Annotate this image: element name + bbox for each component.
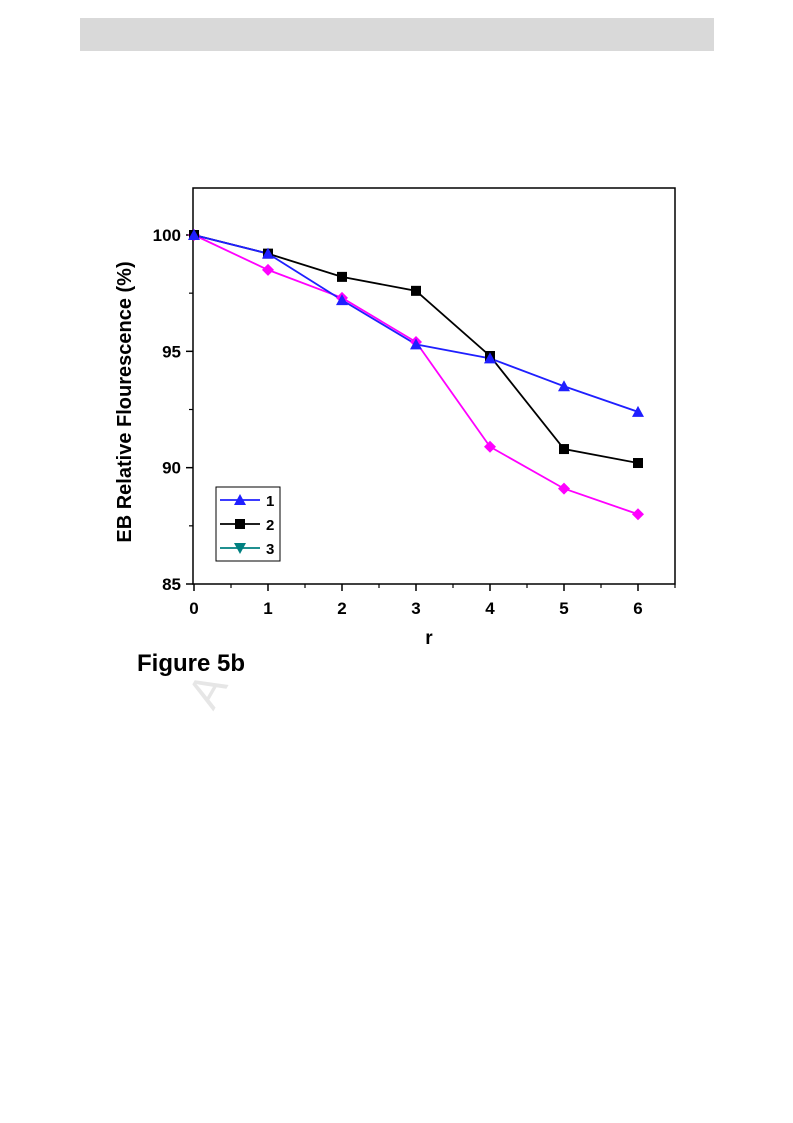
x-tick-label: 5 <box>559 599 568 618</box>
y-tick-label: 90 <box>162 459 181 478</box>
legend-label-2: 2 <box>266 517 274 534</box>
line-chart: 0 1 2 3 4 5 6 85 90 95 100 r EB Relative Flourescenc… <box>114 187 676 649</box>
series-3-line <box>193 234 639 516</box>
legend-marker-2 <box>235 519 245 529</box>
x-tick-label: 0 <box>189 599 198 618</box>
series-1-point <box>632 405 644 417</box>
series-2-point <box>559 444 569 455</box>
series-2-point <box>411 285 421 296</box>
series-3-point <box>558 482 570 495</box>
y-tick-label: 100 <box>153 226 181 245</box>
plot-frame <box>192 187 676 585</box>
legend-label-3: 3 <box>266 541 274 558</box>
series-1-line <box>193 234 639 413</box>
page-header-band <box>80 18 714 51</box>
series-1-point <box>484 352 496 364</box>
x-tick-label: 6 <box>633 599 642 618</box>
x-tick-label: 4 <box>485 599 495 618</box>
series-1-point <box>558 380 570 392</box>
legend-marker-1 <box>234 494 246 505</box>
x-tick-label: 2 <box>337 599 346 618</box>
x-tick-label: 3 <box>411 599 420 618</box>
series-1-point <box>410 338 422 350</box>
x-axis-label: r <box>425 628 433 649</box>
series-1-point <box>336 294 348 306</box>
legend-label-1: 1 <box>266 493 274 510</box>
x-tick-label: 1 <box>263 599 272 618</box>
figure-caption: Figure 5b <box>137 650 246 677</box>
series-3-point <box>484 440 496 453</box>
y-axis-label: EB Relative Flourescence (%) <box>114 261 136 542</box>
series-1-point <box>262 247 274 259</box>
legend-marker-3 <box>234 543 246 554</box>
y-tick-label: 95 <box>162 342 181 361</box>
series-3-point <box>262 263 274 276</box>
series-1-point <box>188 229 200 240</box>
series-3-point <box>632 508 644 521</box>
series-2-point <box>337 271 347 282</box>
series-2-point <box>633 458 643 469</box>
y-tick-label: 85 <box>162 575 181 594</box>
